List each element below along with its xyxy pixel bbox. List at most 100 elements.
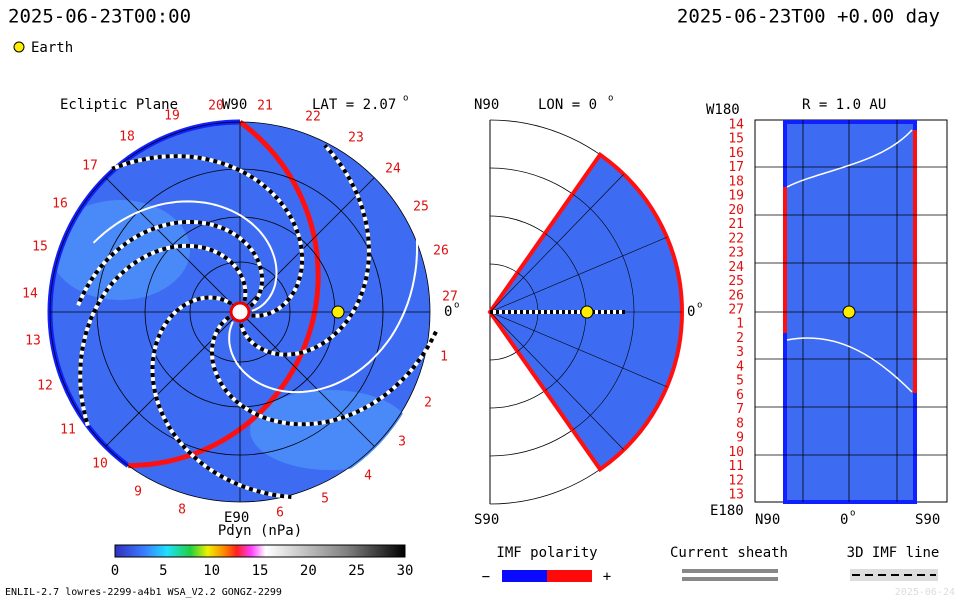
imf-plus: + xyxy=(603,569,611,585)
sector-label: 6 xyxy=(276,506,284,521)
rad-sector-label: 4 xyxy=(736,359,744,374)
rad-sector-label: 14 xyxy=(728,118,744,133)
rad-sector-label: 13 xyxy=(728,488,744,503)
imfline-title: 3D IMF line xyxy=(847,545,940,561)
rad-sector-label: 21 xyxy=(728,217,744,232)
rad-sector-label: 19 xyxy=(728,189,744,204)
ecl-lat-sup: o xyxy=(403,94,408,104)
earth-icon xyxy=(13,41,25,53)
sector-label: 24 xyxy=(385,162,401,177)
rad-x-left: N90 xyxy=(755,512,780,528)
cb-tick-label: 30 xyxy=(397,563,414,579)
imf-minus: − xyxy=(482,569,490,585)
cb-title: Pdyn (nPa) xyxy=(218,523,302,539)
cb-tick-label: 20 xyxy=(300,563,317,579)
earth xyxy=(842,305,856,319)
cb-tick-label: 25 xyxy=(348,563,365,579)
imf-line xyxy=(78,243,248,427)
time-right: 2025-06-23T00 +0.00 day xyxy=(677,6,940,28)
rad-sector-label: 25 xyxy=(728,274,744,289)
rad-sector-label: 26 xyxy=(728,288,744,303)
rad-sheath xyxy=(786,129,913,188)
blob xyxy=(250,390,410,470)
rad-sector-label: 2 xyxy=(736,331,744,346)
sector-label: 10 xyxy=(92,457,108,472)
rim-pos xyxy=(128,119,321,469)
footer-right: 2025-06-24 xyxy=(895,587,955,598)
sector-label: 9 xyxy=(134,485,142,500)
ecl-right-sup: o xyxy=(454,301,459,311)
sheath-line xyxy=(682,577,778,581)
rad-sector-label: 5 xyxy=(736,374,744,389)
sector-label: 20 xyxy=(208,99,224,114)
rad-sector-label: 8 xyxy=(736,416,744,431)
cb-tick-label: 0 xyxy=(111,563,119,579)
mer-arc xyxy=(572,193,635,431)
rad-sector-label: 11 xyxy=(728,459,744,474)
rad-x-mid: 0 xyxy=(840,512,848,528)
imf-line xyxy=(238,143,372,357)
sector-label: 13 xyxy=(25,334,41,349)
sector-label: 15 xyxy=(32,240,48,255)
rad-sector-label: 3 xyxy=(736,345,744,360)
sector-label: 26 xyxy=(433,244,449,259)
mer-lon: LON = 0 xyxy=(538,97,597,113)
ecl-top: W90 xyxy=(222,97,247,113)
ecl-right: 0 xyxy=(444,304,452,320)
imf-title: IMF polarity xyxy=(496,545,597,561)
rad-sector-label: 12 xyxy=(728,473,744,488)
rad-sector-label: 9 xyxy=(736,431,744,446)
sector-label: 3 xyxy=(398,435,406,450)
rad-sector-label: 18 xyxy=(728,174,744,189)
rad-sector-label: 15 xyxy=(728,132,744,147)
sheath-line xyxy=(682,569,778,573)
cb-tick-label: 10 xyxy=(203,563,220,579)
sector-label: 23 xyxy=(348,131,364,146)
mer-lon-sup: o xyxy=(608,94,613,104)
earth xyxy=(331,305,345,319)
sector-label: 2 xyxy=(424,396,432,411)
mer-right-sup: o xyxy=(697,301,702,311)
rad-sector-label: 23 xyxy=(728,246,744,261)
imf-line xyxy=(150,295,292,499)
footer-left: ENLIL-2.7 lowres-2299-a4b1 WSA_V2.2 GONG… xyxy=(5,587,282,598)
sector-label: 12 xyxy=(37,379,53,394)
sector-label: 22 xyxy=(305,110,321,125)
sector-label: 19 xyxy=(164,109,180,124)
time-left: 2025-06-23T00:00 xyxy=(8,6,191,28)
current-sheath xyxy=(228,237,419,394)
rad-sector-label: 16 xyxy=(728,146,744,161)
sector-label: 8 xyxy=(178,503,186,518)
sector-label: 14 xyxy=(22,287,38,302)
rad-x-mid-sup: o xyxy=(850,509,855,519)
ecl-bottom: E90 xyxy=(224,510,249,526)
sector-label: 27 xyxy=(442,290,458,305)
rad-sector-label: 20 xyxy=(728,203,744,218)
imf-neg xyxy=(502,570,547,582)
rad-sheath xyxy=(786,337,913,393)
rad-bottom: E180 xyxy=(710,503,744,519)
imf-line xyxy=(76,220,265,308)
rad-sector-label: 1 xyxy=(736,317,744,332)
sector-label: 18 xyxy=(119,130,135,145)
sector-label: 17 xyxy=(82,159,98,174)
rad-sector-label: 10 xyxy=(728,445,744,460)
imf-pos xyxy=(547,570,592,582)
ecl-lat: LAT = 2.07 xyxy=(312,97,396,113)
sheath-title: Current sheath xyxy=(670,545,788,561)
sector-label: 1 xyxy=(440,350,448,365)
sector-label: 25 xyxy=(413,200,429,215)
rad-x-right: S90 xyxy=(915,512,940,528)
colorbar xyxy=(114,544,406,558)
sector-label: 11 xyxy=(60,423,76,438)
sector-label: 5 xyxy=(321,492,329,507)
sun xyxy=(229,301,251,323)
rad-sector-label: 17 xyxy=(728,160,744,175)
sector-label: 16 xyxy=(52,197,68,212)
current-sheath xyxy=(92,200,278,312)
ecl-title: Ecliptic Plane xyxy=(60,97,178,113)
mer-bottom: S90 xyxy=(474,512,499,528)
mer-right: 0 xyxy=(687,304,695,320)
imf-line xyxy=(111,154,305,318)
